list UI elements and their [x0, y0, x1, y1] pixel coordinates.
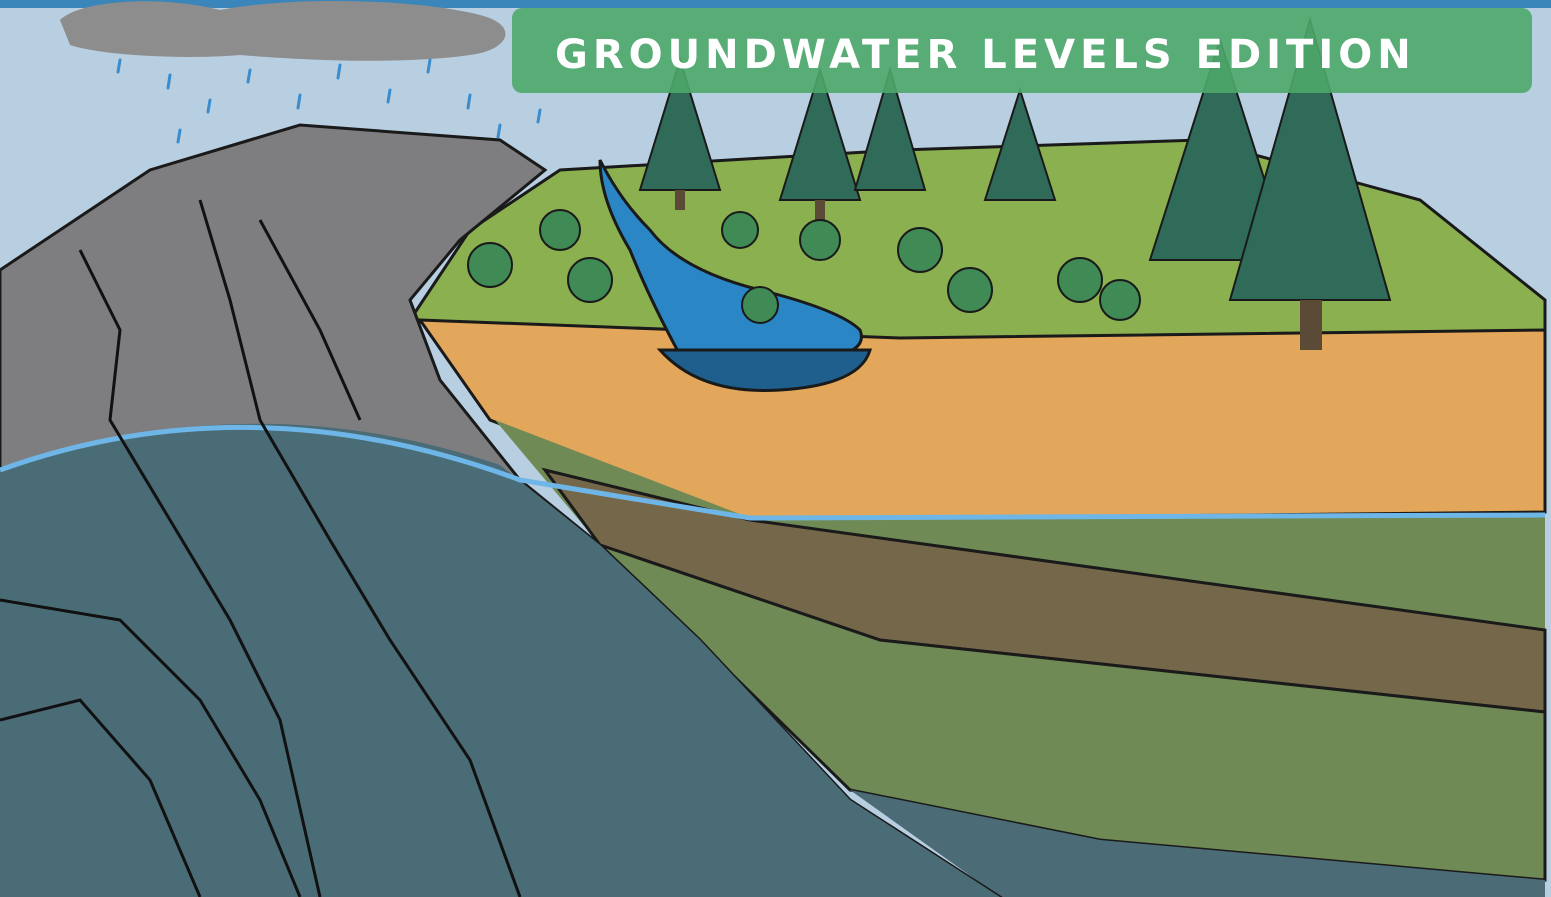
rain [116, 58, 542, 144]
bedrock-lower [850, 790, 1545, 897]
water-table [0, 424, 1546, 521]
rock-cracks [0, 199, 522, 897]
cloud [60, 0, 506, 61]
banner-title: GROUNDWATER LEVELS EDITION [555, 32, 1416, 78]
shrubs [467, 209, 1141, 324]
top-strip [0, 0, 1551, 8]
saturated-rock [0, 423, 1000, 897]
river [598, 159, 863, 362]
trees [638, 16, 1392, 301]
title-banner [512, 8, 1532, 93]
pond [656, 348, 872, 392]
gravel-upper [495, 420, 1545, 630]
tree-trunks [675, 190, 1322, 350]
